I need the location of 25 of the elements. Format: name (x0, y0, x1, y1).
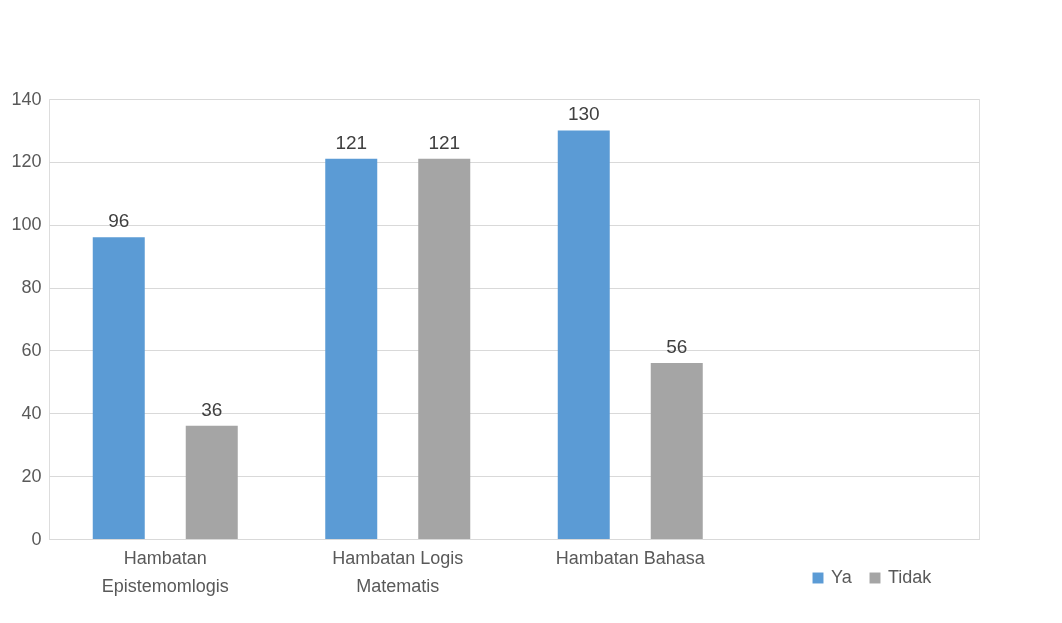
bar (92, 237, 145, 539)
data-label: 96 (108, 210, 130, 232)
bar (185, 425, 238, 539)
bar (325, 158, 378, 539)
x-tick-label: Hambatan Epistemomlogis (101, 547, 229, 596)
data-label: 121 (335, 131, 368, 153)
y-tick-label: 40 (21, 402, 42, 423)
bar (650, 363, 703, 539)
data-label: 130 (567, 103, 600, 125)
y-tick-label: 60 (21, 339, 42, 360)
data-label: 121 (428, 131, 461, 153)
y-tick-label: 20 (21, 465, 42, 486)
y-tick-label: 140 (11, 88, 42, 109)
x-tick-label: Hambatan Bahasa (555, 547, 706, 568)
legend-label: Tidak (888, 567, 933, 587)
data-label: 56 (666, 336, 688, 357)
data-label: 36 (201, 398, 223, 420)
y-tick-label: 0 (31, 528, 42, 549)
legend-label: Ya (831, 567, 853, 587)
y-tick-label: 100 (11, 214, 42, 235)
bar (557, 130, 610, 539)
y-tick-label: 80 (21, 277, 42, 298)
bar (418, 158, 471, 539)
x-tick-label: Hambatan Logis Matematis (332, 547, 464, 596)
y-tick-label: 120 (11, 151, 42, 172)
